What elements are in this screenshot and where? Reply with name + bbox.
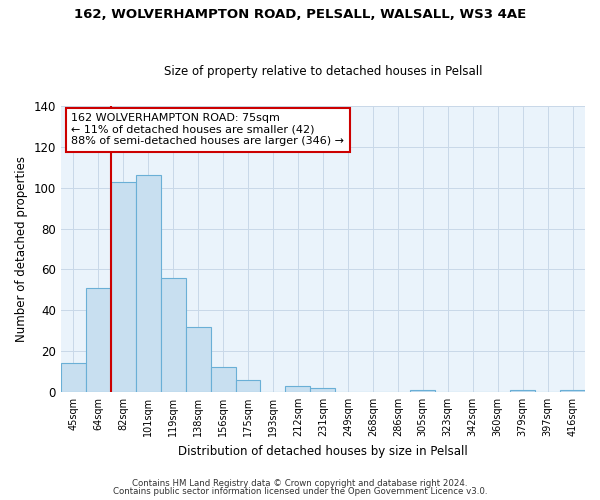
Bar <box>510 390 535 392</box>
Bar <box>560 390 585 392</box>
Bar <box>310 388 335 392</box>
Text: 162 WOLVERHAMPTON ROAD: 75sqm
← 11% of detached houses are smaller (42)
88% of s: 162 WOLVERHAMPTON ROAD: 75sqm ← 11% of d… <box>71 113 344 146</box>
Bar <box>161 278 185 392</box>
Bar <box>236 380 260 392</box>
Title: Size of property relative to detached houses in Pelsall: Size of property relative to detached ho… <box>164 66 482 78</box>
Bar <box>410 390 435 392</box>
Bar <box>136 176 161 392</box>
Text: 162, WOLVERHAMPTON ROAD, PELSALL, WALSALL, WS3 4AE: 162, WOLVERHAMPTON ROAD, PELSALL, WALSAL… <box>74 8 526 20</box>
Bar <box>61 364 86 392</box>
Text: Contains HM Land Registry data © Crown copyright and database right 2024.: Contains HM Land Registry data © Crown c… <box>132 478 468 488</box>
Bar <box>286 386 310 392</box>
X-axis label: Distribution of detached houses by size in Pelsall: Distribution of detached houses by size … <box>178 444 468 458</box>
Y-axis label: Number of detached properties: Number of detached properties <box>15 156 28 342</box>
Bar <box>86 288 111 392</box>
Bar <box>211 368 236 392</box>
Text: Contains public sector information licensed under the Open Government Licence v3: Contains public sector information licen… <box>113 487 487 496</box>
Bar <box>111 182 136 392</box>
Bar <box>185 326 211 392</box>
